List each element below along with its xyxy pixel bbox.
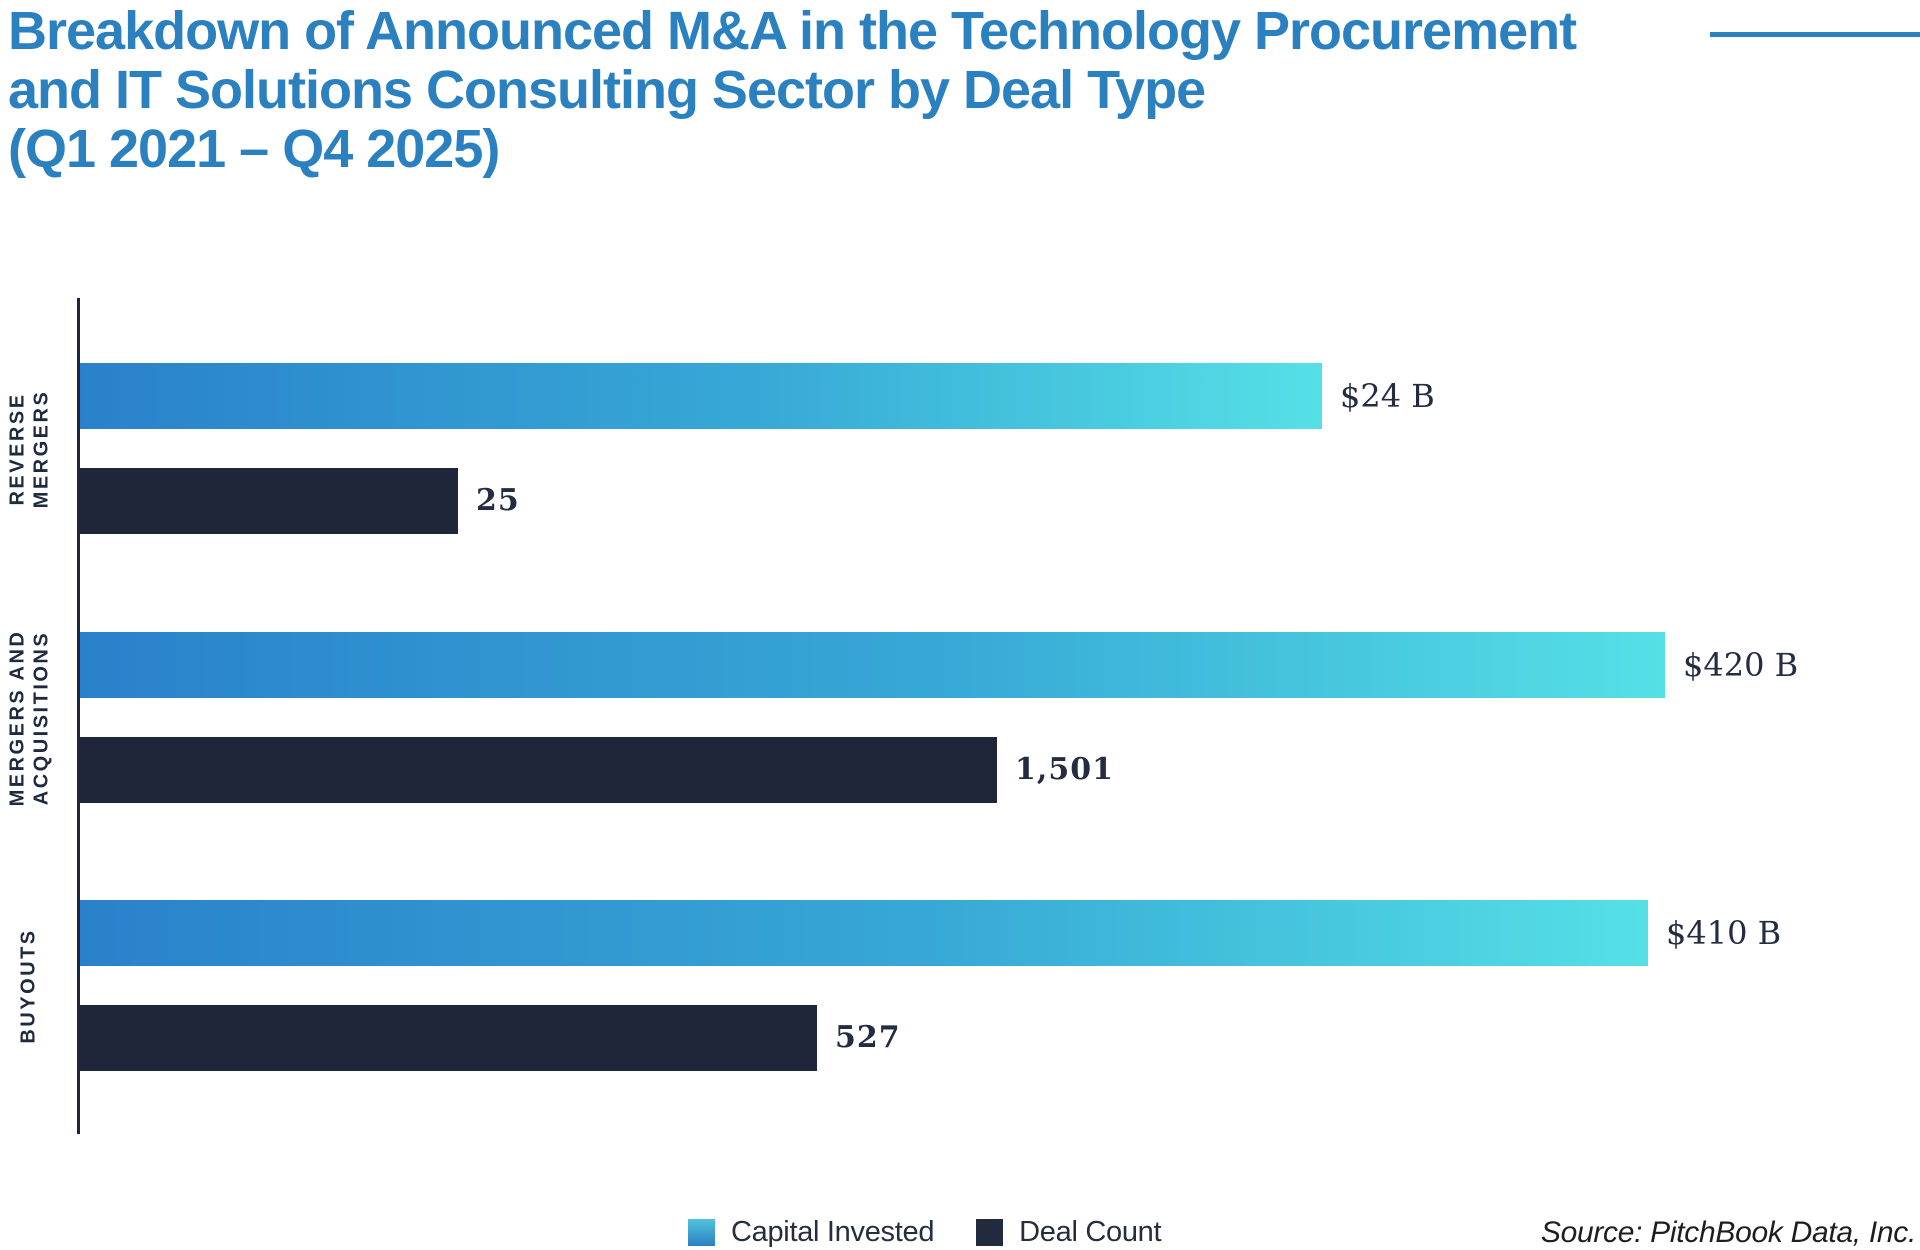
category-label-text: REVERSE MERGERS <box>6 389 52 509</box>
deal-count-bar <box>80 468 458 534</box>
title-line-3: (Q1 2021 – Q4 2025) <box>8 119 500 179</box>
capital-invested-bar <box>80 632 1665 698</box>
title-accent-rule <box>1710 32 1920 37</box>
legend-label: Capital Invested <box>731 1216 935 1248</box>
value-label: $24 B <box>1340 377 1435 415</box>
value-label: 527 <box>835 1020 901 1055</box>
title-line-2: and IT Solutions Consulting Sector by De… <box>8 60 1206 120</box>
chart-legend: Capital Invested Deal Count <box>688 1216 1162 1249</box>
category-label-text: MERGERS AND ACQUISITIONS <box>6 629 52 807</box>
category-label-reverse-mergers: REVERSE MERGERS <box>0 349 64 549</box>
value-label: $420 B <box>1683 646 1799 684</box>
legend-item-capital-invested: Capital Invested <box>688 1216 934 1249</box>
source-attribution: Source: PitchBook Data, Inc. <box>1540 1216 1916 1249</box>
legend-item-deal-count: Deal Count <box>976 1216 1162 1249</box>
capital-invested-bar <box>80 900 1648 966</box>
value-label: 25 <box>476 483 520 518</box>
legend-label: Deal Count <box>1019 1216 1162 1248</box>
deal-count-bar <box>80 1005 817 1071</box>
category-label-mergers-and-acquisitions: MERGERS AND ACQUISITIONS <box>0 618 64 818</box>
category-label-text: BUYOUTS <box>18 928 41 1044</box>
y-axis-line <box>77 298 80 1134</box>
value-label: 1,501 <box>1015 752 1114 787</box>
category-label-buyouts: BUYOUTS <box>0 886 64 1086</box>
title-line-1: Breakdown of Announced M&A in the Techno… <box>8 1 1577 61</box>
deal-count-swatch-icon <box>976 1219 1004 1246</box>
capital-invested-bar <box>80 363 1322 429</box>
value-label: $410 B <box>1666 914 1782 952</box>
deal-count-bar <box>80 737 997 803</box>
capital-invested-swatch-icon <box>688 1219 715 1246</box>
bar-chart: REVERSE MERGERS $24 B 25 MERGERS AND ACQUIS… <box>0 298 1920 1134</box>
page-title: Breakdown of Announced M&A in the Techno… <box>8 1 1577 179</box>
